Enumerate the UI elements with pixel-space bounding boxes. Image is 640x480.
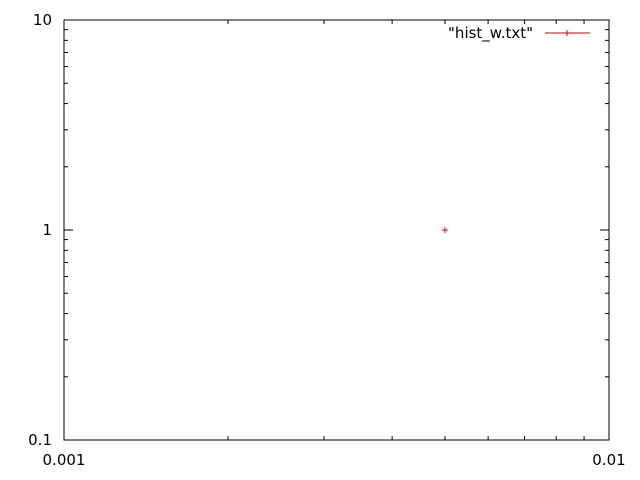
axis-ticks bbox=[63, 19, 610, 441]
plot-frame bbox=[63, 19, 610, 441]
x-tick-label: 0.001 bbox=[43, 451, 86, 469]
data-point bbox=[441, 227, 448, 233]
legend: "hist_w.txt" bbox=[448, 24, 590, 43]
x-tick-label: 0.01 bbox=[592, 451, 625, 469]
y-tick-label: 0.1 bbox=[28, 431, 52, 449]
y-tick-label: 1 bbox=[42, 221, 52, 239]
axis-tick-labels: 0.001 0.01 0.1 1 10 bbox=[28, 11, 626, 469]
legend-marker-hist-w bbox=[564, 30, 570, 36]
legend-label-hist-w: "hist_w.txt" bbox=[448, 24, 533, 43]
y-tick-label: 10 bbox=[33, 11, 52, 29]
data-points bbox=[441, 227, 448, 233]
